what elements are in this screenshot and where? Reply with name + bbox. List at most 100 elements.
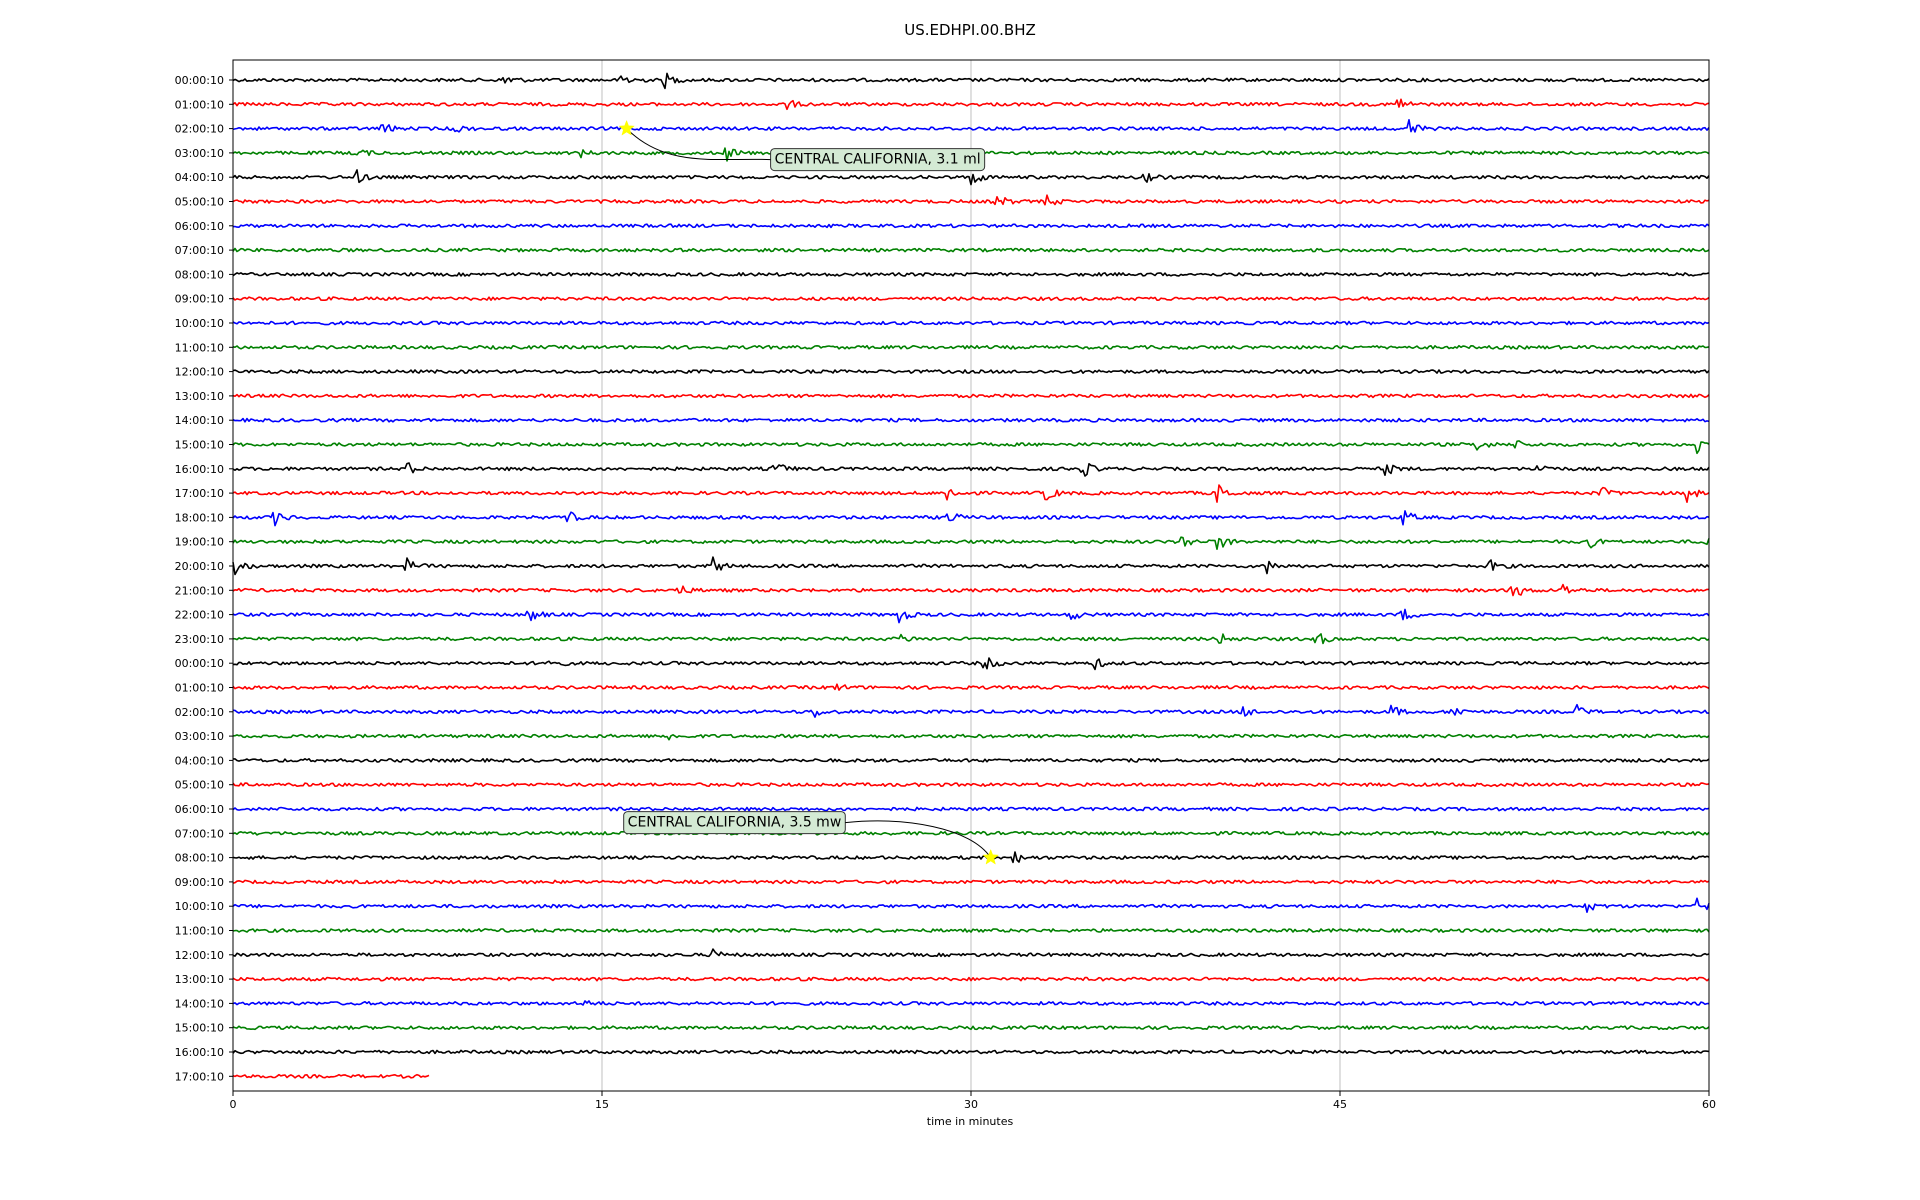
row-time-label: 12:00:10 [175,949,224,962]
row-time-label: 15:00:10 [175,1022,224,1035]
x-axis-ticks: 0 15 30 45 60 [230,1091,1716,1111]
row-time-label: 11:00:10 [175,341,224,354]
seismogram-trace [232,440,1710,455]
event-label: CENTRAL CALIFORNIA, 3.1 ml [775,152,981,168]
row-time-label: 16:00:10 [175,463,224,476]
row-time-label: 01:00:10 [175,682,224,695]
event-connector [626,128,771,161]
seismogram-trace [233,758,1710,763]
row-time-label: 14:00:10 [175,997,224,1010]
row-time-label: 10:00:10 [175,317,224,330]
seismogram-trace [232,272,1710,277]
seismogram-trace [232,536,1710,550]
row-time-label: 08:00:10 [175,852,224,865]
row-time-label: 05:00:10 [175,196,224,209]
seismogram-trace [232,247,1710,253]
row-time-label: 01:00:10 [175,98,224,111]
row-time-label: 03:00:10 [175,147,224,160]
event-annotation: CENTRAL CALIFORNIA, 3.5 mw [623,811,999,865]
seismogram-trace [232,733,1710,741]
row-time-label: 15:00:10 [175,439,224,452]
row-time-label: 13:00:10 [175,973,224,986]
row-time-label: 08:00:10 [175,268,224,281]
x-tick-label: 0 [230,1098,237,1111]
event-star-marker [618,119,635,136]
row-time-label: 16:00:10 [175,1046,224,1059]
row-time-label: 07:00:10 [175,244,224,257]
seismogram-trace [232,851,1710,864]
seismogram-trace [232,608,1710,624]
x-axis-label: time in minutes [927,1115,1014,1128]
row-time-label: 09:00:10 [175,293,224,306]
row-time-label: 05:00:10 [175,779,224,792]
row-time-label: 12:00:10 [175,366,224,379]
row-time-label: 00:00:10 [175,74,224,87]
row-time-labels: 00:00:10 01:00:10 02:00:10 03:00:10 04:00:10… [175,74,233,1083]
seismogram-trace [232,462,1710,477]
seismogram-trace [232,830,1710,836]
row-time-label: 17:00:10 [175,487,224,500]
seismogram-trace [232,806,1710,812]
seismogram-trace [232,1073,430,1079]
seismogram-trace [232,897,1710,913]
x-tick-label: 45 [1333,1098,1347,1111]
row-time-label: 21:00:10 [175,584,224,597]
seismogram-trace [232,119,1710,133]
seismogram-trace [232,296,1710,302]
seismogram-trace [232,703,1709,718]
seismogram-trace [232,1025,1710,1031]
row-time-label: 18:00:10 [175,511,224,524]
row-time-label: 23:00:10 [175,633,224,646]
event-label: CENTRAL CALIFORNIA, 3.5 mw [628,815,842,831]
row-time-label: 09:00:10 [175,876,224,889]
seismogram-trace [232,1049,1710,1055]
seismogram-trace [232,393,1710,399]
row-time-label: 19:00:10 [175,536,224,549]
seismogram-trace [232,657,1710,671]
row-time-label: 20:00:10 [175,560,224,573]
row-time-label: 06:00:10 [175,803,224,816]
row-time-label: 03:00:10 [175,730,224,743]
event-annotation: CENTRAL CALIFORNIA, 3.1 ml [618,119,986,172]
row-time-label: 04:00:10 [175,171,224,184]
seismogram-trace [232,976,1710,982]
seismogram-trace [232,484,1710,503]
row-time-label: 02:00:10 [175,123,224,136]
row-time-label: 13:00:10 [175,390,224,403]
row-time-label: 00:00:10 [175,657,224,670]
row-time-label: 17:00:10 [175,1070,224,1083]
row-time-label: 02:00:10 [175,706,224,719]
seismogram-trace [232,510,1710,527]
row-time-label: 11:00:10 [175,925,224,938]
seismogram-trace [232,1000,1709,1006]
seismogram-trace [232,879,1710,885]
seismogram-trace [232,556,1710,576]
row-time-label: 14:00:10 [175,414,224,427]
seismogram-trace [232,369,1710,374]
x-tick-label: 15 [595,1098,609,1111]
x-tick-label: 30 [964,1098,978,1111]
seismogram-trace [232,194,1710,206]
row-time-label: 22:00:10 [175,609,224,622]
row-time-label: 06:00:10 [175,220,224,233]
seismogram-trace [232,417,1710,423]
seismogram-trace [232,98,1710,111]
chart-title: US.EDHPI.00.BHZ [904,21,1036,39]
seismogram-trace [232,683,1710,691]
row-time-label: 10:00:10 [175,900,224,913]
seismogram-trace [232,223,1710,229]
traces [232,72,1710,1079]
seismogram-trace [232,583,1709,597]
seismogram-trace [232,782,1710,788]
x-tick-label: 60 [1702,1098,1716,1111]
seismogram-trace [232,320,1710,326]
grid-lines [601,60,1341,1091]
seismogram-trace [232,72,1710,90]
seismogram-trace [232,169,1710,186]
seismogram-trace [232,633,1710,645]
event-annotations: CENTRAL CALIFORNIA, 3.1 ml CENTRAL CALIFO… [618,119,999,865]
row-time-label: 07:00:10 [175,827,224,840]
seismogram-trace [232,344,1710,350]
seismogram-trace [232,928,1710,933]
